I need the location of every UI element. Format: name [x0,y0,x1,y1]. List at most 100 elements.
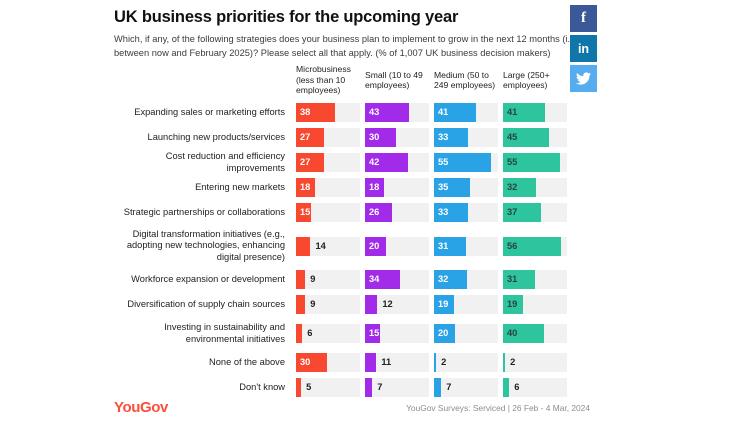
bar-track: 20 [365,236,429,256]
bar-cell: 43 [361,103,430,122]
bar-cell: 31 [499,270,568,289]
bar-track: 33 [434,203,498,222]
chart-row: Strategic partnerships or collaborations… [114,200,568,225]
chart-title: UK business priorities for the upcoming … [114,8,459,26]
bar-value: 43 [369,107,380,117]
bar-track: 35 [434,178,498,197]
bar [296,153,324,172]
bar [434,236,466,256]
bar-value: 12 [382,299,393,309]
bar-track: 32 [503,178,567,197]
bar-cell: 37 [499,203,568,222]
bar [296,236,311,256]
bar-cell: 2 [430,353,499,372]
chart-row: Cost reduction and efficiency improvemen… [114,150,568,175]
bar-track: 2 [434,353,498,372]
bar [296,178,315,197]
bar-cell: 40 [499,324,568,343]
bar-value: 2 [510,357,516,367]
bar-cell: 6 [292,324,361,343]
linkedin-share-button[interactable]: in [570,35,597,62]
bar-track: 11 [365,353,429,372]
bar-value: 14 [315,240,326,251]
bar-value: 32 [438,274,449,284]
bar-track: 34 [365,270,429,289]
bar-track: 32 [434,270,498,289]
bar-cell: 19 [430,295,499,314]
bar-cell: 18 [361,178,430,197]
bar-cell: 33 [430,203,499,222]
bar-cell: 41 [499,103,568,122]
bar [434,378,442,397]
bar [365,324,381,343]
bar-track: 26 [365,203,429,222]
bar-value: 56 [507,240,518,251]
bar-value: 55 [507,157,518,167]
bar-track: 15 [296,203,360,222]
chart-row: Workforce expansion or development 9 34 32 3… [114,267,568,292]
bar-value: 15 [369,328,380,338]
bar-cell: 27 [292,153,361,172]
bar-track: 7 [434,378,498,397]
bar-cell: 35 [430,178,499,197]
bar-track: 14 [296,236,360,256]
chart-row: Diversification of supply chain sources 9… [114,292,568,317]
bar [365,295,378,314]
bar [434,324,455,343]
bar-cell: 34 [361,270,430,289]
bar-track: 19 [434,295,498,314]
bar-track: 43 [365,103,429,122]
bar [503,324,545,343]
bar-cell: 55 [430,153,499,172]
bar [365,236,386,256]
bar-value: 7 [377,382,383,392]
bar-value: 41 [507,107,518,117]
bar-cell: 32 [430,270,499,289]
bar [296,103,336,122]
bar-value: 19 [507,299,518,309]
twitter-share-button[interactable] [570,65,597,92]
bar-value: 31 [438,240,449,251]
linkedin-icon: in [577,41,590,56]
bar-track: 55 [434,153,498,172]
bar-track: 12 [365,295,429,314]
bar-track: 30 [296,353,360,372]
source-attribution: YouGov Surveys: Serviced | 26 Feb - 4 Ma… [406,402,590,413]
bar [365,353,377,372]
bar-track: 5 [296,378,360,397]
bar-track: 27 [296,153,360,172]
bar-track: 19 [503,295,567,314]
bar-cell: 18 [292,178,361,197]
bar-value: 2 [441,357,447,367]
bar-track: 6 [503,378,567,397]
bar [365,103,410,122]
bar [365,128,396,147]
bar-track: 6 [296,324,360,343]
bar-track: 55 [503,153,567,172]
bar-cell: 2 [499,353,568,372]
facebook-share-button[interactable]: f [570,5,597,32]
bar-cell: 30 [361,128,430,147]
bar-cell: 9 [292,295,361,314]
bar-track: 41 [434,103,498,122]
bar-track: 9 [296,270,360,289]
bar [434,270,468,289]
bar-cell: 56 [499,236,568,256]
bar [503,203,542,222]
yougov-logo: YouGov [114,399,168,416]
bar-value: 42 [369,157,380,167]
bar [296,324,303,343]
chart: Microbusiness (less than 10 employees) S… [114,63,568,400]
bar [503,178,537,197]
bar-track: 18 [365,178,429,197]
bar-cell: 19 [499,295,568,314]
facebook-icon: f [581,10,586,26]
bar-value: 19 [438,299,449,309]
bar [503,295,523,314]
bar-cell: 9 [292,270,361,289]
bar [296,128,324,147]
bar-cell: 12 [361,295,430,314]
category-label: Cost reduction and efficiency improvemen… [165,151,285,173]
bar [434,178,471,197]
